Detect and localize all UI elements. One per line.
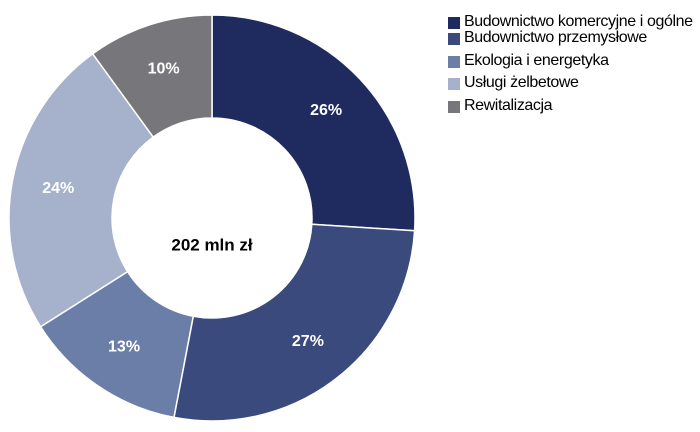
legend-item: Budownictwo komercyjne i ogólne (448, 14, 698, 30)
legend: Budownictwo komercyjne i ogólne Budownict… (448, 14, 698, 120)
slice (173, 223, 416, 422)
slice (8, 52, 155, 328)
legend-swatch (448, 100, 460, 113)
slice-label: 13% (108, 339, 140, 356)
legend-label: Budownictwo przemysłowe (464, 29, 647, 46)
slice (211, 14, 416, 232)
legend-label: Rewitalizacja (464, 96, 553, 114)
legend-label: Ekologia i energetyka (464, 51, 609, 69)
slice-label: 26% (310, 102, 342, 119)
slice-label: 27% (292, 333, 324, 350)
legend-swatch (448, 55, 460, 68)
legend-label: Usługi żelbetowe (464, 74, 579, 91)
legend-label: Budownictwo komercyjne i ogólne (464, 13, 693, 30)
slice (91, 14, 213, 139)
legend-item: Budownictwo przemysłowe (448, 30, 698, 46)
legend-item: Usługi żelbetowe (448, 75, 698, 91)
chart: 26% 27% 13% 24% 10% 202 mln zł (8, 14, 416, 422)
legend-item: Rewitalizacja (448, 96, 698, 114)
center-text: 202 mln zł (171, 235, 253, 254)
legend-item: Ekologia i energetyka (448, 51, 698, 69)
legend-swatch (448, 78, 460, 90)
slice-label: 10% (148, 60, 180, 77)
slice-label: 24% (42, 180, 74, 197)
legend-swatch (448, 17, 460, 29)
legend-swatch (448, 33, 460, 45)
